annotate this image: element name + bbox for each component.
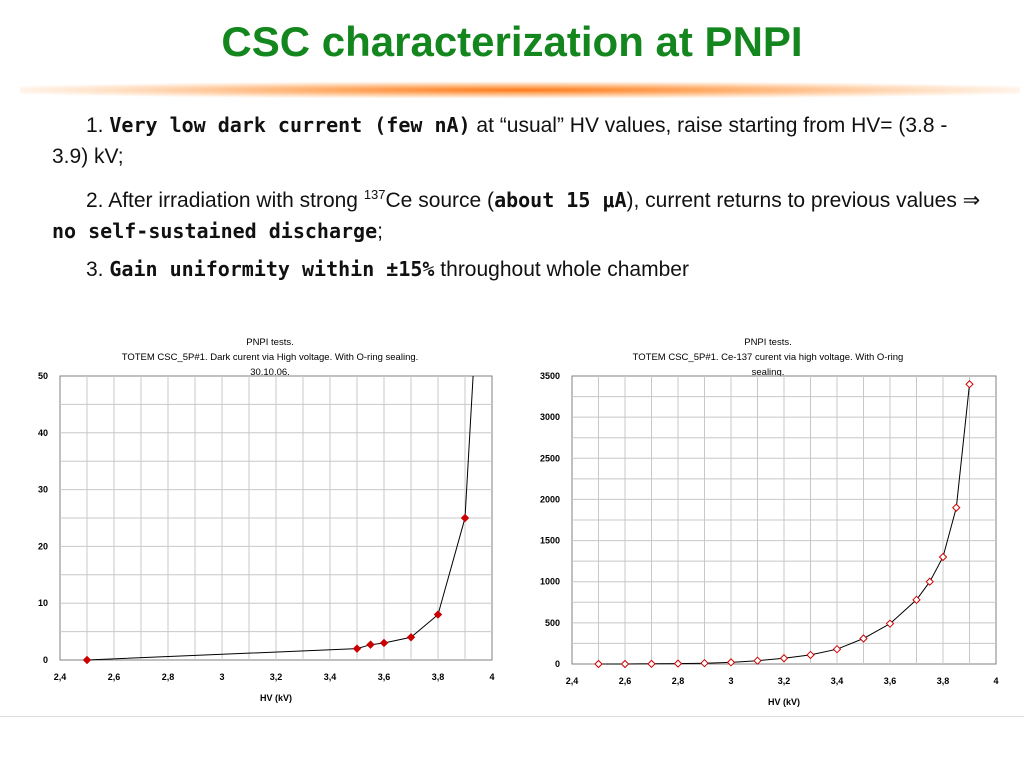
data-point bbox=[82, 655, 92, 665]
data-point bbox=[647, 659, 656, 669]
ce137-current-chart: PNPI tests. TOTEM CSC_5P#1. Ce-137 curent… bbox=[526, 334, 1010, 714]
x-tick-label: 4 bbox=[489, 672, 494, 682]
data-point bbox=[779, 654, 789, 663]
data-point bbox=[620, 659, 630, 669]
x-tick-label: 3,6 bbox=[884, 676, 897, 686]
data-point bbox=[859, 634, 868, 643]
chart-title-line: PNPI tests. bbox=[246, 337, 294, 348]
y-tick-label: 2000 bbox=[540, 494, 560, 504]
data-point bbox=[726, 658, 736, 667]
bullet-3-text: throughout whole chamber bbox=[434, 258, 689, 281]
bullet-list: 1. Very low dark current (few nA) at “us… bbox=[52, 110, 982, 292]
data-point bbox=[938, 552, 948, 562]
y-tick-label: 40 bbox=[38, 428, 48, 438]
x-tick-label: 2,6 bbox=[619, 676, 632, 686]
footer-divider bbox=[0, 716, 1024, 717]
data-point bbox=[673, 659, 683, 668]
y-tick-label: 0 bbox=[43, 655, 48, 665]
x-tick-label: 3,4 bbox=[831, 676, 844, 686]
x-tick-label: 3 bbox=[728, 676, 733, 686]
slide-title: CSC characterization at PNPI bbox=[221, 18, 803, 65]
data-point bbox=[406, 633, 416, 642]
data-point bbox=[952, 503, 961, 512]
x-tick-label: 2,8 bbox=[162, 672, 175, 682]
y-tick-label: 30 bbox=[38, 485, 48, 495]
data-point bbox=[366, 640, 375, 649]
data-point bbox=[965, 380, 974, 389]
data-point bbox=[806, 650, 815, 660]
bullet-2-text-d: ; bbox=[377, 220, 383, 243]
bullet-2-superscript: 137 bbox=[363, 187, 386, 202]
chart-title-line: TOTEM CSC_5P#1. Dark curent via High vol… bbox=[122, 352, 419, 363]
bullet-2-text-c: ), current returns to previous values ⇒ bbox=[626, 189, 981, 212]
chart-title-line: sealing. bbox=[752, 367, 785, 378]
x-tick-label: 2,8 bbox=[672, 676, 685, 686]
x-tick-label: 3,2 bbox=[778, 676, 791, 686]
y-tick-label: 50 bbox=[38, 371, 48, 381]
bullet-2-emphasis-a: about 15 μA bbox=[494, 188, 627, 212]
dark-current-chart: PNPI tests. TOTEM CSC_5P#1. Dark curent v… bbox=[30, 334, 510, 714]
bullet-2-text-b: Ce source ( bbox=[385, 189, 495, 212]
data-point bbox=[885, 619, 895, 628]
chart-title-line: PNPI tests. bbox=[744, 337, 792, 348]
y-tick-label: 1500 bbox=[540, 536, 560, 546]
x-tick-label: 2,4 bbox=[54, 672, 67, 682]
y-tick-label: 1000 bbox=[540, 577, 560, 587]
x-tick-label: 3,8 bbox=[432, 672, 445, 682]
bullet-1-emphasis: Very low dark current (few nA) bbox=[109, 113, 471, 137]
bullet-2-text-a: After irradiation with strong bbox=[108, 189, 364, 212]
y-tick-label: 10 bbox=[38, 598, 48, 608]
bullet-1-number: 1. bbox=[86, 114, 110, 137]
ce137-current-chart-svg: PNPI tests. TOTEM CSC_5P#1. Ce-137 curent… bbox=[540, 337, 999, 707]
y-tick-label: 2500 bbox=[540, 453, 560, 463]
bullet-2: 2. After irradiation with strong 137Ce s… bbox=[52, 179, 982, 247]
data-point bbox=[925, 577, 934, 586]
data-point bbox=[594, 659, 603, 669]
y-tick-label: 3500 bbox=[540, 371, 560, 381]
x-tick-label: 3 bbox=[219, 672, 224, 682]
x-tick-label: 3,4 bbox=[324, 672, 337, 682]
y-tick-label: 3000 bbox=[540, 412, 560, 422]
data-point bbox=[460, 513, 470, 523]
data-point bbox=[352, 644, 362, 653]
data-point bbox=[433, 610, 443, 619]
title-underline-bar bbox=[20, 82, 1020, 98]
x-tick-label: 3,6 bbox=[378, 672, 391, 682]
x-tick-label: 3,2 bbox=[270, 672, 283, 682]
data-point bbox=[832, 644, 842, 654]
bullet-2-emphasis-b: no self-sustained discharge bbox=[52, 219, 378, 243]
x-tick-label: 2,6 bbox=[108, 672, 121, 682]
bullet-3-number: 3. bbox=[86, 258, 110, 281]
x-axis-label: HV (kV) bbox=[260, 693, 292, 703]
bullet-3-emphasis: Gain uniformity within ±15% bbox=[109, 257, 435, 281]
data-point bbox=[700, 658, 709, 668]
data-point bbox=[753, 656, 762, 665]
data-point bbox=[379, 638, 389, 648]
x-tick-label: 4 bbox=[993, 676, 998, 686]
data-point bbox=[912, 595, 921, 605]
y-tick-label: 0 bbox=[555, 659, 560, 669]
x-tick-label: 2,4 bbox=[566, 676, 579, 686]
bullet-1-text: at “usual” HV values, raise starting fro… bbox=[52, 114, 948, 168]
y-tick-label: 500 bbox=[545, 618, 560, 628]
bullet-1: 1. Very low dark current (few nA) at “us… bbox=[52, 110, 982, 172]
x-tick-label: 3,8 bbox=[937, 676, 950, 686]
bullet-2-number: 2. bbox=[86, 189, 109, 212]
x-axis-label: HV (kV) bbox=[768, 697, 800, 707]
y-tick-label: 20 bbox=[38, 541, 48, 551]
bullet-3: 3. Gain uniformity within ±15% throughou… bbox=[52, 254, 982, 285]
chart-title-line: 30.10.06. bbox=[250, 367, 290, 378]
dark-current-chart-svg: PNPI tests. TOTEM CSC_5P#1. Dark curent v… bbox=[38, 337, 495, 703]
chart-title-line: TOTEM CSC_5P#1. Ce-137 curent via high v… bbox=[633, 352, 904, 363]
